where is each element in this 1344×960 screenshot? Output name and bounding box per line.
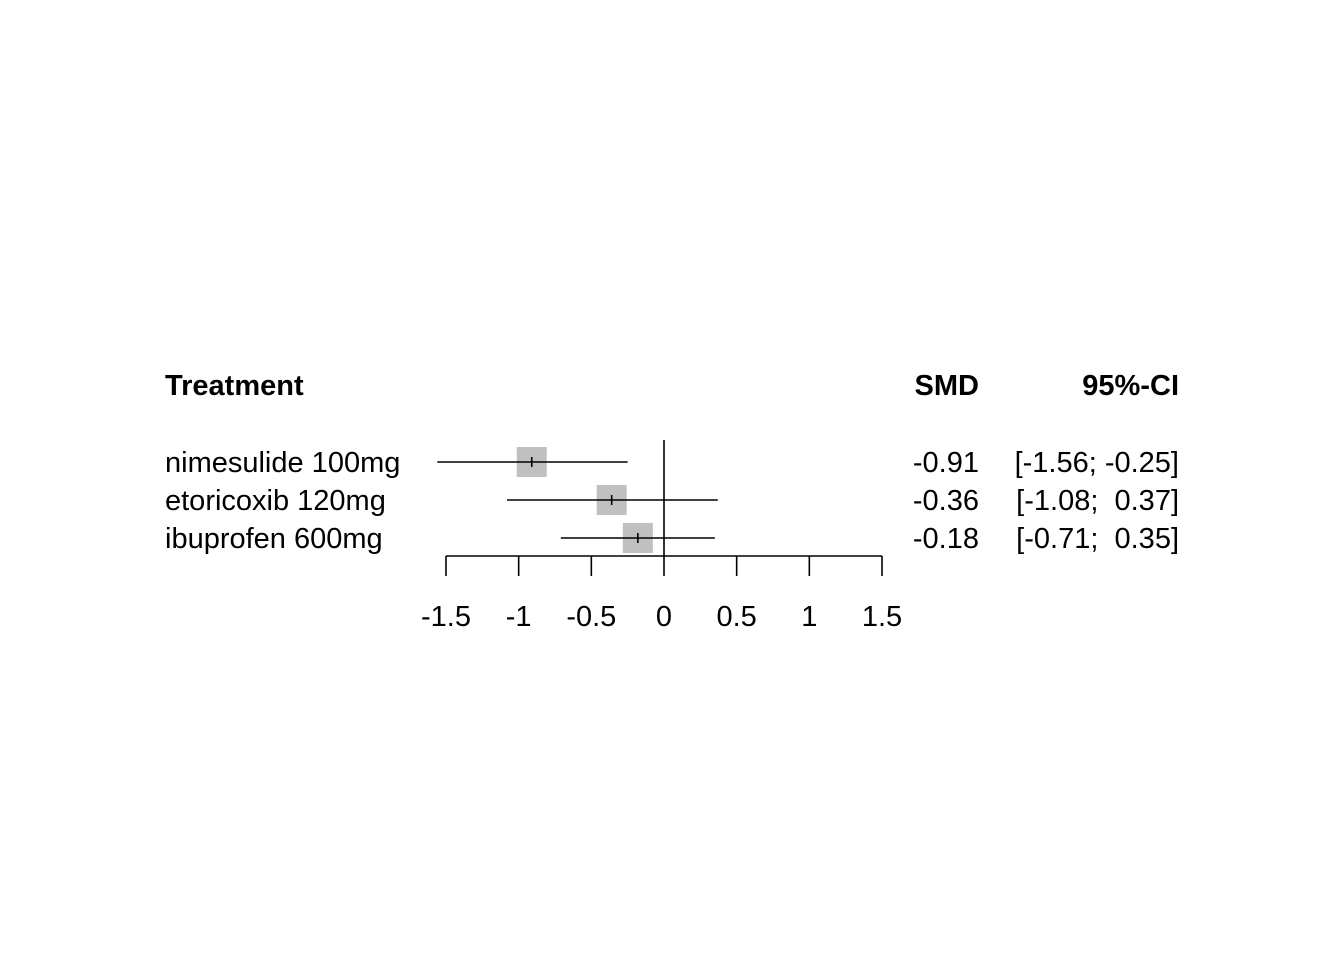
treatment-label: nimesulide 100mg [165,447,400,479]
x-tick-label: 1 [801,601,817,633]
treatment-label: etoricoxib 120mg [165,485,386,517]
smd-value: -0.36 [913,485,979,517]
x-tick-label: 1.5 [862,601,902,633]
smd-value: -0.18 [913,523,979,555]
x-tick-label: -0.5 [566,601,616,633]
ci-value: [-0.71; 0.35] [1016,523,1179,555]
smd-value: -0.91 [913,447,979,479]
header-effect: SMD [915,370,979,402]
ci-value: [-1.56; -0.25] [1015,447,1179,479]
x-tick-label: -1.5 [421,601,471,633]
x-tick-label: 0 [656,601,672,633]
header-ci: 95%-CI [1082,370,1179,402]
x-tick-label: 0.5 [717,601,757,633]
ci-value: [-1.08; 0.37] [1016,485,1179,517]
treatment-label: ibuprofen 600mg [165,523,383,555]
x-tick-label: -1 [506,601,532,633]
header-treatment: Treatment [165,370,304,402]
